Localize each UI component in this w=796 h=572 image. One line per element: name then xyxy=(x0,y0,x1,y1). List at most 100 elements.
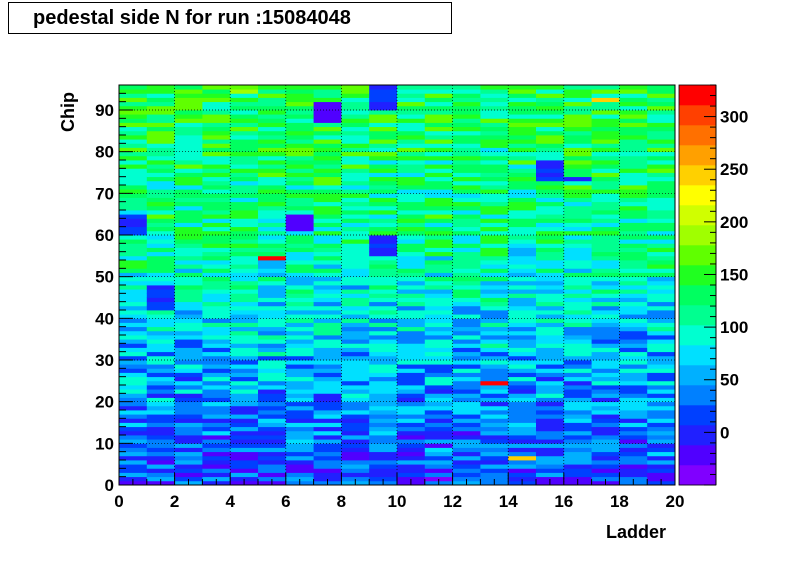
heatmap-cell xyxy=(285,260,314,265)
heatmap-cell xyxy=(146,310,175,315)
heatmap-cell xyxy=(563,268,592,273)
heatmap-cell xyxy=(146,422,175,428)
heatmap-cell xyxy=(619,214,648,219)
heatmap-cell xyxy=(424,214,453,219)
heatmap-cell xyxy=(285,243,314,248)
heatmap-cell xyxy=(119,155,148,161)
heatmap-cell xyxy=(369,343,398,348)
heatmap-cell xyxy=(369,210,398,215)
heatmap-cell xyxy=(536,401,565,407)
heatmap-cell xyxy=(341,135,370,140)
heatmap-cell xyxy=(619,147,648,153)
heatmap-cell xyxy=(563,314,592,319)
heatmap-cell xyxy=(202,251,231,257)
y-tick-label: 20 xyxy=(95,393,114,412)
heatmap-cell xyxy=(285,139,314,144)
heatmap-cell xyxy=(563,118,592,123)
heatmap-cell xyxy=(452,164,481,169)
heatmap-cell xyxy=(202,176,231,182)
heatmap-cell xyxy=(258,335,287,340)
x-tick-label: 16 xyxy=(554,492,573,511)
heatmap-cell xyxy=(619,368,648,373)
heatmap-cell xyxy=(397,451,426,457)
heatmap-cell xyxy=(452,422,481,428)
heatmap-cell xyxy=(563,318,592,323)
heatmap-cell xyxy=(536,343,565,348)
heatmap-cell xyxy=(285,251,314,257)
heatmap-cell xyxy=(424,218,453,223)
heatmap-cell xyxy=(285,301,314,307)
heatmap-cell xyxy=(369,143,398,148)
heatmap-cell xyxy=(591,414,620,419)
heatmap-cell xyxy=(452,472,481,478)
heatmap-cell xyxy=(591,280,620,286)
heatmap-cell xyxy=(508,255,537,261)
heatmap-cell xyxy=(536,326,565,332)
heatmap-cell xyxy=(258,451,287,457)
heatmap-cell xyxy=(285,239,314,244)
heatmap-cell xyxy=(174,268,203,273)
heatmap-cell xyxy=(202,205,231,211)
heatmap-cell xyxy=(397,314,426,319)
heatmap-cell xyxy=(119,414,148,419)
heatmap-cell xyxy=(591,318,620,323)
heatmap-cell xyxy=(341,239,370,244)
heatmap-cell xyxy=(369,330,398,336)
heatmap-cell xyxy=(230,164,259,169)
heatmap-cell xyxy=(230,180,259,186)
heatmap-cell xyxy=(619,339,648,344)
heatmap-cell xyxy=(647,372,676,378)
heatmap-cell xyxy=(452,285,481,290)
heatmap-cell xyxy=(424,118,453,123)
heatmap-cell xyxy=(202,276,231,282)
heatmap-cell xyxy=(202,122,231,128)
heatmap-cell xyxy=(285,289,314,294)
heatmap-cell xyxy=(647,414,676,419)
heatmap-cell xyxy=(647,247,676,253)
heatmap-cell xyxy=(452,385,481,390)
heatmap-cell xyxy=(369,89,398,94)
heatmap-cell xyxy=(424,205,453,211)
heatmap-cell xyxy=(536,243,565,248)
heatmap-cell xyxy=(258,347,287,353)
heatmap-cell xyxy=(174,197,203,203)
heatmap-cell xyxy=(536,147,565,153)
heatmap-cell xyxy=(536,368,565,373)
heatmap-cell xyxy=(424,143,453,148)
heatmap-cell xyxy=(285,297,314,303)
heatmap-cell xyxy=(619,447,648,453)
heatmap-cell xyxy=(369,118,398,123)
heatmap-cell xyxy=(313,168,342,173)
heatmap-cell xyxy=(619,297,648,303)
heatmap-cell xyxy=(397,339,426,344)
heatmap-cell xyxy=(536,289,565,294)
heatmap-cell xyxy=(424,239,453,244)
heatmap-cell xyxy=(285,276,314,282)
heatmap-cell xyxy=(619,176,648,182)
heatmap-cell xyxy=(285,193,314,198)
heatmap-cell xyxy=(369,205,398,211)
heatmap-cell xyxy=(508,355,537,361)
heatmap-cell xyxy=(480,143,509,148)
heatmap-cell xyxy=(285,205,314,211)
heatmap-cell xyxy=(452,101,481,107)
heatmap-cell xyxy=(647,355,676,361)
heatmap-cell xyxy=(647,330,676,336)
heatmap-cell xyxy=(563,422,592,428)
heatmap-cell xyxy=(563,143,592,148)
heatmap-cell xyxy=(285,347,314,353)
heatmap-cell xyxy=(397,364,426,369)
heatmap-cell xyxy=(313,114,342,119)
heatmap-cell xyxy=(285,114,314,119)
heatmap-cell xyxy=(369,468,398,473)
heatmap-cell xyxy=(258,297,287,303)
heatmap-cell xyxy=(119,260,148,265)
heatmap-cell xyxy=(591,105,620,111)
heatmap-cell xyxy=(202,185,231,190)
heatmap-cell xyxy=(563,389,592,394)
heatmap-cell xyxy=(563,89,592,94)
heatmap-cell xyxy=(313,301,342,307)
heatmap-cell xyxy=(285,410,314,415)
heatmap-cell xyxy=(313,189,342,194)
heatmap-cell xyxy=(341,147,370,153)
